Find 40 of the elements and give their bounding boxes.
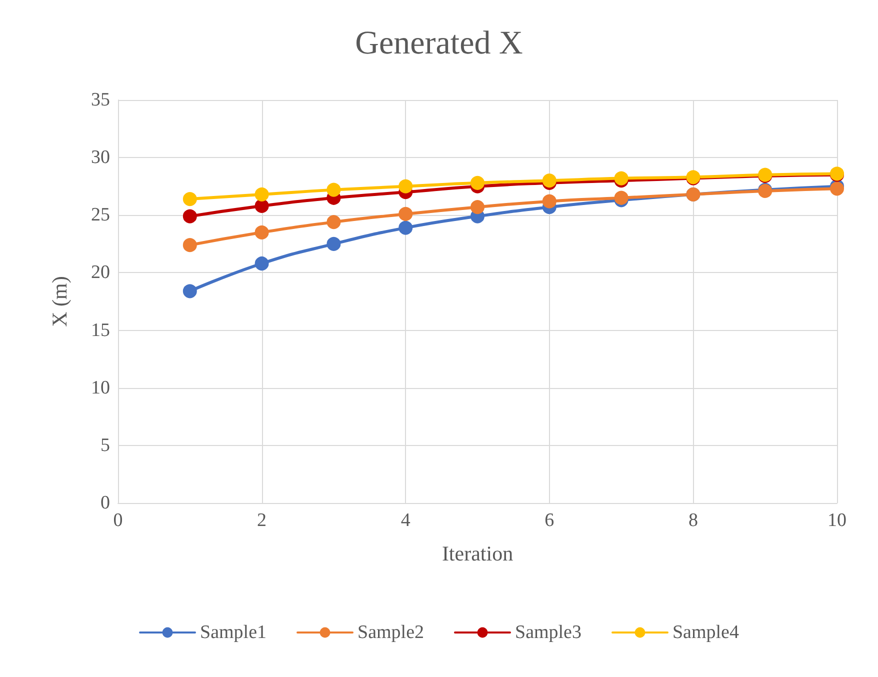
y-tick-label: 15 — [91, 320, 110, 341]
point — [182, 209, 197, 224]
point — [830, 182, 844, 196]
x-tick-label: 6 — [544, 510, 554, 531]
y-tick-label: 5 — [100, 434, 110, 456]
point — [470, 176, 484, 190]
y-tick-label: 25 — [91, 204, 110, 226]
point — [182, 238, 197, 252]
point — [470, 200, 484, 214]
x-tick-label: 4 — [400, 510, 411, 531]
point — [254, 256, 269, 270]
point — [182, 192, 197, 206]
point — [254, 198, 269, 213]
y-tick-label: 0 — [100, 492, 110, 514]
x-axis-title: Iteration — [442, 542, 514, 566]
point — [326, 236, 341, 251]
legend-label: Sample1 — [200, 622, 267, 643]
point — [398, 179, 413, 194]
point — [182, 284, 197, 298]
legend-label: Sample4 — [672, 622, 740, 643]
y-axis-title: X (m) — [48, 276, 72, 327]
legend-label: Sample3 — [515, 622, 582, 643]
x-tick-label: 10 — [828, 510, 846, 531]
legend-label: Sample2 — [358, 622, 424, 643]
point — [326, 215, 341, 230]
point — [614, 190, 628, 205]
y-tick-label: 20 — [91, 262, 110, 284]
y-tick-label: 35 — [91, 90, 110, 110]
y-tick-label: 30 — [91, 147, 110, 168]
point — [254, 187, 269, 202]
chart-title: Generated X — [355, 26, 523, 62]
point — [398, 206, 413, 221]
x-tick-label: 2 — [257, 510, 267, 531]
point — [398, 220, 413, 235]
y-tick-label: 10 — [91, 377, 110, 398]
point — [614, 171, 628, 186]
point — [326, 182, 341, 197]
point — [542, 194, 556, 208]
x-tick-label: 8 — [688, 510, 698, 531]
point — [254, 225, 269, 240]
